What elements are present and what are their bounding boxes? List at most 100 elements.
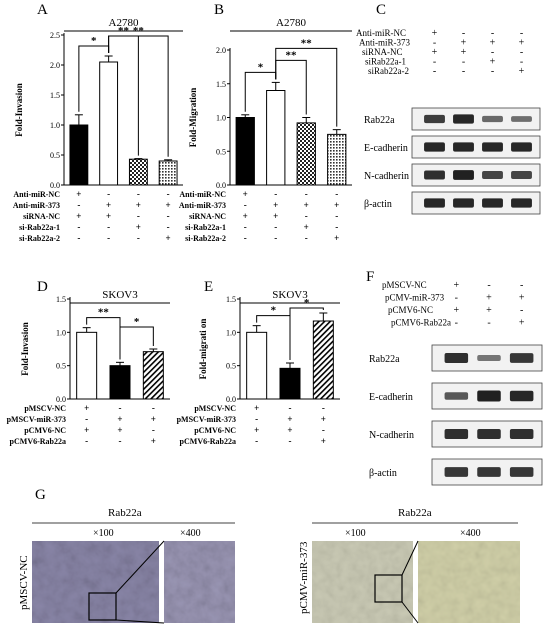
- blot-band-label: β-actin: [364, 199, 392, 210]
- condition-mark: -: [77, 233, 80, 243]
- blot-band-label: β-actin: [369, 468, 397, 479]
- blot-condition-mark: +: [486, 305, 492, 316]
- blot-band: [424, 142, 445, 152]
- condition-mark: +: [84, 425, 89, 435]
- blot-band: [477, 355, 501, 361]
- blot-band: [424, 198, 445, 208]
- condition-mark: +: [243, 211, 248, 221]
- y-tick-label: 1.5: [216, 80, 226, 89]
- significance-label: **: [118, 25, 130, 37]
- condition-mark: +: [287, 414, 292, 424]
- y-tick-label: 0.0: [226, 395, 236, 404]
- condition-mark: -: [107, 222, 110, 232]
- condition-label: pMSCV-miR-373: [177, 415, 236, 424]
- condition-mark: +: [304, 200, 309, 210]
- condition-mark: -: [77, 222, 80, 232]
- ihc-mag-373-high: ×400: [460, 528, 481, 539]
- condition-mark: +: [117, 414, 122, 424]
- blot-band: [444, 392, 469, 400]
- blot-band: [511, 198, 532, 208]
- condition-label: Anti-miR-NC: [13, 190, 60, 199]
- significance-bracket: [119, 326, 154, 360]
- condition-mark: +: [84, 403, 89, 413]
- y-tick-label: 0.5: [56, 362, 66, 371]
- condition-label: pCMV6-Rab22a: [180, 437, 236, 446]
- condition-mark: -: [107, 189, 110, 199]
- condition-label: pMSCV-NC: [194, 404, 236, 413]
- panel-letter-d: D: [37, 279, 48, 295]
- condition-mark: +: [151, 436, 156, 446]
- blot-condition-mark: +: [432, 28, 438, 39]
- condition-mark: -: [255, 436, 258, 446]
- blot-band: [509, 390, 534, 402]
- bar: [99, 61, 119, 186]
- bar: [76, 331, 98, 400]
- condition-label: pCMV6-NC: [194, 426, 236, 435]
- blot-band: [424, 114, 445, 124]
- condition-mark: -: [137, 189, 140, 199]
- condition-mark: +: [334, 200, 339, 210]
- blot-condition-mark: +: [454, 280, 460, 291]
- condition-label: Anti-miR-NC: [179, 190, 226, 199]
- y-tick-label: 1.0: [56, 328, 66, 337]
- y-tick-label: 0.5: [226, 362, 236, 371]
- blot-condition-mark: -: [520, 305, 523, 316]
- condition-label: si-Rab22a-1: [185, 223, 226, 232]
- blot-condition-mark: -: [520, 280, 523, 291]
- condition-mark: -: [107, 233, 110, 243]
- condition-mark: -: [305, 189, 308, 199]
- condition-mark: -: [305, 233, 308, 243]
- blot-condition-mark: -: [433, 66, 436, 77]
- significance-label: *: [134, 316, 140, 328]
- blot-condition-mark: -: [487, 280, 490, 291]
- blot-condition-label: Anti-miR-373: [359, 38, 410, 48]
- condition-mark: -: [274, 222, 277, 232]
- condition-mark: -: [137, 233, 140, 243]
- blot-band: [509, 428, 534, 440]
- ihc-image-373-low: [312, 541, 413, 623]
- condition-mark: +: [166, 233, 171, 243]
- blot-condition-label: siRNA-NC: [362, 47, 403, 57]
- condition-mark: +: [287, 425, 292, 435]
- y-tick-label: 0.5: [50, 151, 60, 160]
- blot-band-label: Rab22a: [364, 115, 395, 126]
- chart-title: A2780: [109, 17, 139, 29]
- bar: [235, 117, 255, 186]
- blot-condition-mark: -: [520, 47, 523, 58]
- blot-c: Anti-miR-NC + - - -Anti-miR-373- + + +siRNA-NC +…: [356, 28, 541, 215]
- condition-mark: -: [335, 189, 338, 199]
- chart-title: SKOV3: [102, 289, 138, 301]
- bar: [279, 367, 301, 400]
- panel-letter-g: G: [35, 487, 46, 503]
- condition-mark: -: [305, 211, 308, 221]
- blot-condition-mark: -: [462, 57, 465, 68]
- bar: [296, 122, 316, 186]
- blot-band: [482, 198, 503, 208]
- panel-letter-c: C: [376, 2, 386, 18]
- blot-band: [453, 114, 474, 124]
- condition-mark: +: [304, 222, 309, 232]
- condition-label: Anti-miR-373: [179, 201, 226, 210]
- significance-label: **: [98, 307, 110, 319]
- blot-band: [444, 428, 469, 440]
- significance-bracket: [289, 307, 324, 360]
- condition-mark: -: [274, 233, 277, 243]
- condition-mark: -: [77, 200, 80, 210]
- chart-e: SKOV3 0.0 0.5 1.0 1.5 Fold-migrati on * * pMSCV-…: [177, 289, 340, 446]
- bar: [69, 124, 89, 186]
- chart-b: A27800.00.51.01.52.0Fold-Migration*****A…: [179, 17, 352, 243]
- condition-mark: +: [254, 403, 259, 413]
- condition-mark: -: [167, 222, 170, 232]
- condition-mark: -: [335, 211, 338, 221]
- y-tick-label: 2.0: [216, 46, 226, 55]
- blot-condition-label: pCMV6-Rab22a: [391, 318, 451, 328]
- blot-band-label: Rab22a: [369, 354, 400, 365]
- condition-mark: -: [167, 211, 170, 221]
- blot-band: [453, 142, 474, 152]
- ihc-mag-nc-low: ×100: [93, 528, 114, 539]
- ihc-title-nc: Rab22a: [108, 507, 142, 519]
- blot-band: [482, 171, 503, 179]
- condition-mark: -: [167, 189, 170, 199]
